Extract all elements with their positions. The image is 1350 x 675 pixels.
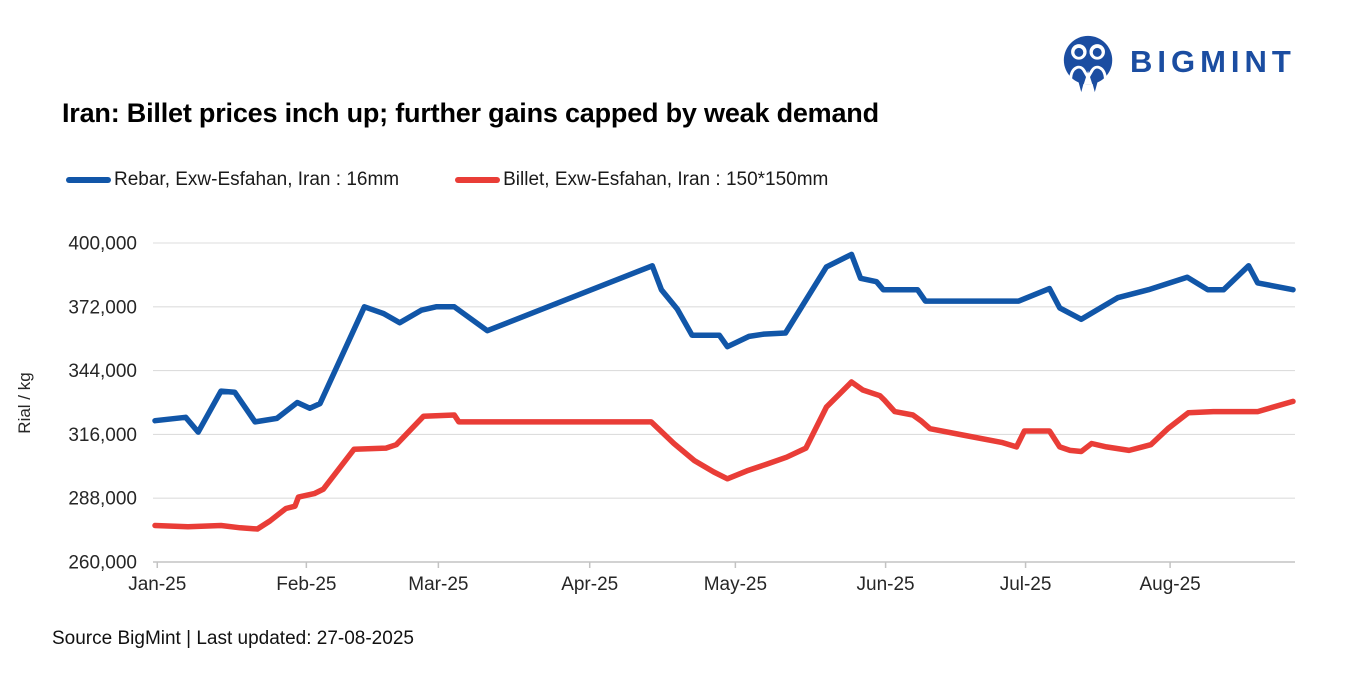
x-tick-label: Jun-25 xyxy=(857,574,915,595)
chart-legend: Rebar, Exw-Esfahan, Iran : 16mm Billet, … xyxy=(66,169,828,191)
x-tick-label: Feb-25 xyxy=(276,574,336,595)
legend-label-rebar: Rebar, Exw-Esfahan, Iran : 16mm xyxy=(114,169,400,190)
bigmint-brand-text: BIGMINT xyxy=(1130,44,1296,79)
x-tick-label: May-25 xyxy=(704,574,767,595)
bigmint-logo xyxy=(1058,34,1120,94)
y-axis-title: Rial / kg xyxy=(15,372,34,433)
rebar-line-swatch xyxy=(66,177,111,183)
x-tick-label: Apr-25 xyxy=(561,574,618,595)
rebar-price-line xyxy=(152,251,1296,435)
source-note: Source BigMint | Last updated: 27-08-202… xyxy=(52,628,414,649)
billet-line-swatch xyxy=(455,177,501,183)
legend-item-rebar: Rebar, Exw-Esfahan, Iran : 16mm xyxy=(66,169,399,191)
x-tick-label: Aug-25 xyxy=(1139,574,1200,595)
chart-title: Iran: Billet prices inch up; further gai… xyxy=(62,98,879,128)
y-tick-label: 316,000 xyxy=(68,425,137,446)
bigmint-logo-icon xyxy=(1063,35,1113,93)
x-tick-label: Jul-25 xyxy=(1000,574,1052,595)
y-tick-label: 372,000 xyxy=(68,297,137,318)
y-tick-label: 260,000 xyxy=(68,553,137,574)
y-tick-label: 344,000 xyxy=(68,361,137,382)
y-tick-label: 288,000 xyxy=(68,489,137,510)
x-tick-label: Mar-25 xyxy=(408,574,468,595)
billet-price-line xyxy=(152,379,1296,532)
legend-label-billet: Billet, Exw-Esfahan, Iran : 150*150mm xyxy=(503,169,829,190)
x-tick-label: Jan-25 xyxy=(128,574,186,595)
legend-item-billet: Billet, Exw-Esfahan, Iran : 150*150mm xyxy=(455,169,828,191)
y-tick-label: 400,000 xyxy=(68,234,137,255)
